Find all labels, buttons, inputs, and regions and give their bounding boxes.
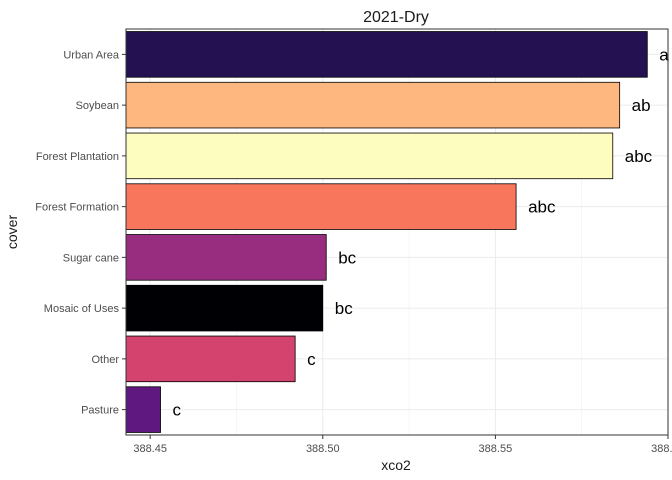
- significance-label: ab: [632, 96, 651, 115]
- significance-label: abc: [625, 147, 653, 166]
- bar-mosaic-of-uses: [125, 284, 324, 332]
- bar-pasture: [125, 386, 161, 433]
- y-tick-label: Forest Formation: [35, 202, 119, 214]
- x-tick-label: 388.45: [133, 443, 167, 455]
- significance-label: a: [659, 45, 669, 64]
- x-tick-label: 388.50: [306, 443, 340, 455]
- significance-label: bc: [338, 248, 356, 267]
- x-tick-label: 388.55: [479, 443, 513, 455]
- bar-soybean: [125, 81, 621, 129]
- y-tick-label: Urban Area: [63, 49, 120, 61]
- x-tick-label: 388.60: [651, 443, 672, 455]
- x-axis-ticks: 388.45 388.50 388.55 388.60: [133, 435, 672, 455]
- y-tick-label: Soybean: [76, 100, 119, 112]
- bar-sugar-cane: [125, 234, 327, 281]
- y-tick-label: Forest Plantation: [36, 151, 119, 163]
- y-tick-label: Sugar cane: [63, 252, 119, 264]
- bar-forest-formation: [125, 183, 517, 230]
- x-axis-title: xco2: [381, 457, 411, 473]
- bar-forest-plantation: [125, 132, 614, 180]
- chart-title: 2021-Dry: [363, 9, 429, 26]
- significance-labels: a ab abc abc bc bc c c: [173, 45, 670, 419]
- bar-urban-area: [125, 31, 648, 78]
- plot-border: [125, 28, 669, 436]
- significance-label: c: [173, 401, 182, 420]
- y-tick-label: Mosaic of Uses: [44, 303, 120, 315]
- significance-label: c: [307, 350, 316, 369]
- y-axis-title: cover: [4, 215, 20, 250]
- bars: [125, 31, 648, 433]
- significance-label: abc: [528, 198, 556, 217]
- bar-other: [125, 335, 296, 383]
- y-tick-label: Other: [91, 354, 119, 366]
- significance-label: bc: [335, 299, 353, 318]
- y-tick-label: Pasture: [81, 405, 119, 417]
- y-axis-ticks: Urban Area Soybean Forest Plantation Forest…: [35, 49, 126, 417]
